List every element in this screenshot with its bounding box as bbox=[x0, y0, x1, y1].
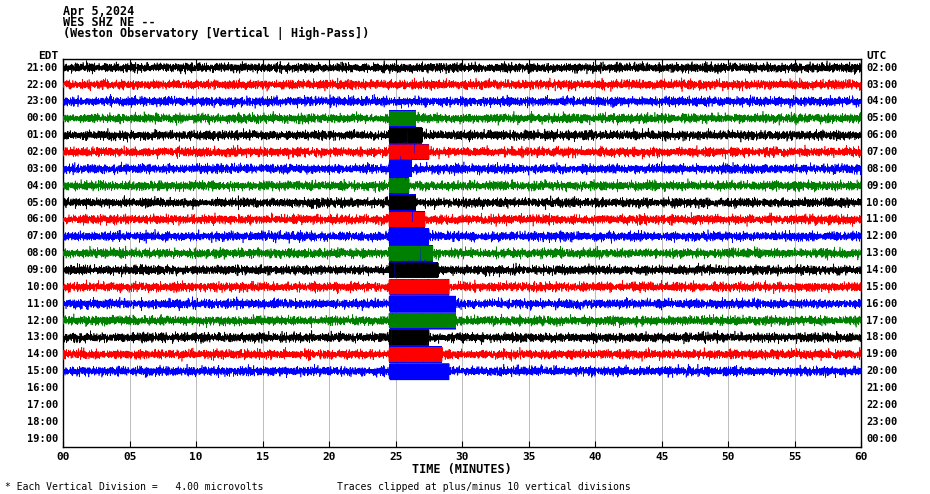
Text: 00:00: 00:00 bbox=[27, 113, 58, 124]
Text: 05:00: 05:00 bbox=[867, 113, 897, 124]
Text: 00:00: 00:00 bbox=[867, 434, 897, 444]
Text: Traces clipped at plus/minus 10 vertical divisions: Traces clipped at plus/minus 10 vertical… bbox=[337, 482, 631, 492]
Text: 06:00: 06:00 bbox=[867, 130, 897, 140]
Text: 02:00: 02:00 bbox=[867, 63, 897, 73]
Text: 08:00: 08:00 bbox=[27, 248, 58, 258]
Text: WES SHZ NE --: WES SHZ NE -- bbox=[63, 16, 156, 29]
Text: 03:00: 03:00 bbox=[867, 80, 897, 89]
Text: 10:00: 10:00 bbox=[27, 282, 58, 292]
Text: 03:00: 03:00 bbox=[27, 164, 58, 174]
Text: (Weston Observatory [Vertical | High-Pass]): (Weston Observatory [Vertical | High-Pas… bbox=[63, 27, 369, 40]
Text: * Each Vertical Division =   4.00 microvolts: * Each Vertical Division = 4.00 microvol… bbox=[5, 482, 263, 492]
Text: 12:00: 12:00 bbox=[867, 231, 897, 241]
Text: 20:00: 20:00 bbox=[867, 366, 897, 376]
Text: 13:00: 13:00 bbox=[27, 332, 58, 342]
Text: 13:00: 13:00 bbox=[867, 248, 897, 258]
Text: 09:00: 09:00 bbox=[27, 265, 58, 275]
Text: 01:00: 01:00 bbox=[27, 130, 58, 140]
Text: Apr 5,2024: Apr 5,2024 bbox=[63, 5, 135, 18]
Text: 23:00: 23:00 bbox=[27, 96, 58, 106]
Text: 17:00: 17:00 bbox=[867, 316, 897, 326]
Text: 15:00: 15:00 bbox=[27, 366, 58, 376]
Text: 17:00: 17:00 bbox=[27, 400, 58, 410]
Text: 18:00: 18:00 bbox=[27, 417, 58, 427]
Text: 04:00: 04:00 bbox=[867, 96, 897, 106]
Text: 09:00: 09:00 bbox=[867, 181, 897, 191]
Text: 14:00: 14:00 bbox=[27, 349, 58, 359]
Text: 19:00: 19:00 bbox=[867, 349, 897, 359]
Text: 19:00: 19:00 bbox=[27, 434, 58, 444]
Text: 02:00: 02:00 bbox=[27, 147, 58, 157]
Text: 12:00: 12:00 bbox=[27, 316, 58, 326]
Text: 23:00: 23:00 bbox=[867, 417, 897, 427]
Text: EDT: EDT bbox=[38, 51, 58, 61]
Text: 08:00: 08:00 bbox=[867, 164, 897, 174]
Text: 16:00: 16:00 bbox=[867, 299, 897, 309]
Text: 22:00: 22:00 bbox=[867, 400, 897, 410]
Text: 18:00: 18:00 bbox=[867, 332, 897, 342]
Text: 22:00: 22:00 bbox=[27, 80, 58, 89]
Text: 06:00: 06:00 bbox=[27, 214, 58, 224]
Text: 07:00: 07:00 bbox=[27, 231, 58, 241]
X-axis label: TIME (MINUTES): TIME (MINUTES) bbox=[412, 463, 512, 476]
Text: 07:00: 07:00 bbox=[867, 147, 897, 157]
Text: UTC: UTC bbox=[867, 51, 886, 61]
Text: 15:00: 15:00 bbox=[867, 282, 897, 292]
Text: 11:00: 11:00 bbox=[27, 299, 58, 309]
Text: 05:00: 05:00 bbox=[27, 198, 58, 207]
Text: 11:00: 11:00 bbox=[867, 214, 897, 224]
Text: 04:00: 04:00 bbox=[27, 181, 58, 191]
Text: 10:00: 10:00 bbox=[867, 198, 897, 207]
Text: 14:00: 14:00 bbox=[867, 265, 897, 275]
Text: 16:00: 16:00 bbox=[27, 383, 58, 393]
Text: 21:00: 21:00 bbox=[27, 63, 58, 73]
Text: 21:00: 21:00 bbox=[867, 383, 897, 393]
